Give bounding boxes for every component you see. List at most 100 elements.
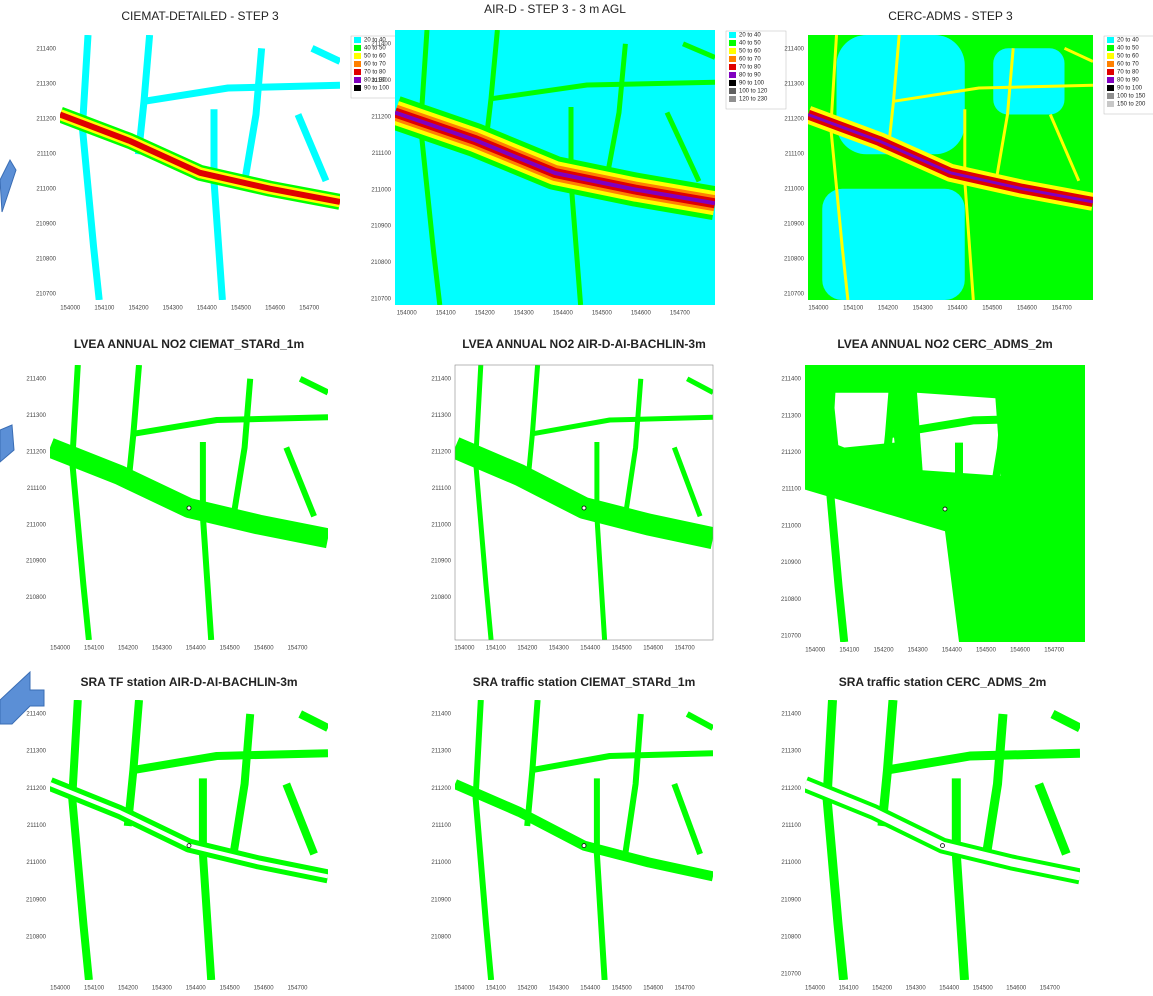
panel-title: LVEA ANNUAL NO2 CERC_ADMS_2m	[837, 337, 1052, 351]
y-tick-label: 210800	[431, 934, 452, 940]
x-tick-label: 154700	[670, 311, 691, 317]
legend-label: 80 to 90	[739, 73, 761, 79]
y-tick-label: 210800	[36, 257, 57, 263]
x-tick-label: 154700	[1040, 986, 1061, 992]
y-tick-label: 210900	[26, 559, 47, 565]
legend-label: 50 to 60	[364, 54, 386, 60]
y-tick-label: 210800	[784, 257, 805, 263]
x-tick-label: 154600	[1010, 648, 1031, 654]
legend-swatch	[729, 96, 736, 102]
panel-title: AIR-D - STEP 3 - 3 m AGL	[484, 2, 626, 16]
y-tick-label: 210800	[781, 934, 802, 940]
legend-swatch	[729, 32, 736, 38]
x-tick-label: 154600	[254, 986, 275, 992]
y-tick-label: 210700	[371, 297, 392, 303]
x-tick-label: 154600	[643, 646, 664, 652]
legend-label: 70 to 80	[364, 70, 386, 76]
x-tick-label: 154700	[1044, 648, 1065, 654]
legend-swatch	[354, 69, 361, 75]
x-tick-label: 154000	[805, 648, 826, 654]
y-tick-label: 211100	[782, 487, 802, 493]
x-tick-label: 154700	[675, 986, 696, 992]
legend-swatch	[1107, 45, 1114, 51]
map-area	[455, 700, 713, 980]
x-tick-label: 154200	[517, 986, 538, 992]
x-tick-label: 154400	[186, 986, 207, 992]
y-tick-label: 210900	[431, 559, 452, 565]
legend-label: 80 to 90	[1117, 78, 1139, 84]
legend-swatch	[1107, 101, 1114, 107]
figure: CIEMAT-DETAILED - STEP 31540001541001542…	[0, 0, 1153, 996]
y-tick-label: 211200	[781, 786, 801, 792]
y-tick-label: 211100	[785, 152, 805, 158]
legend-label: 100 to 120	[739, 89, 768, 95]
y-tick-label: 211000	[26, 522, 46, 528]
x-tick-label: 154000	[808, 306, 829, 312]
y-tick-label: 210700	[784, 292, 805, 298]
y-tick-label: 210900	[26, 897, 47, 903]
zone	[993, 48, 1064, 114]
y-tick-label: 211200	[36, 117, 56, 123]
y-tick-label: 211000	[36, 187, 56, 193]
x-tick-label: 154300	[908, 648, 929, 654]
y-tick-label: 211400	[781, 712, 801, 718]
legend-swatch	[1107, 93, 1114, 99]
legend-swatch	[1107, 85, 1114, 91]
y-tick-label: 210900	[784, 222, 805, 228]
x-tick-label: 154000	[805, 986, 826, 992]
y-tick-label: 211300	[26, 749, 46, 755]
x-tick-label: 154200	[118, 646, 139, 652]
x-tick-label: 154000	[454, 986, 475, 992]
map-area	[455, 365, 713, 640]
legend-label: 20 to 40	[1117, 38, 1139, 44]
legend-label: 40 to 50	[739, 41, 761, 47]
y-tick-label: 210900	[371, 224, 392, 230]
panel-title: SRA traffic station CERC_ADMS_2m	[839, 675, 1047, 689]
map-area	[50, 365, 328, 640]
x-tick-label: 154600	[631, 311, 652, 317]
legend-label: 60 to 70	[364, 62, 386, 68]
panel-title: LVEA ANNUAL NO2 CIEMAT_STARd_1m	[74, 337, 304, 351]
x-tick-label: 154300	[549, 646, 570, 652]
x-tick-label: 154700	[299, 306, 320, 312]
legend-label: 70 to 80	[739, 65, 761, 71]
x-tick-label: 154700	[287, 986, 308, 992]
y-tick-label: 211000	[431, 860, 451, 866]
station	[582, 506, 586, 510]
x-tick-label: 154700	[1052, 306, 1073, 312]
y-tick-label: 210800	[431, 595, 452, 601]
panel-title: SRA traffic station CIEMAT_STARd_1m	[473, 675, 695, 689]
legend-label: 60 to 70	[1117, 62, 1139, 68]
x-tick-label: 154400	[939, 986, 960, 992]
x-tick-label: 154000	[454, 646, 475, 652]
y-tick-label: 211300	[36, 82, 56, 88]
y-tick-label: 211300	[781, 749, 801, 755]
x-tick-label: 154500	[220, 986, 241, 992]
station	[582, 844, 586, 848]
y-tick-label: 211100	[372, 151, 392, 157]
x-tick-label: 154200	[475, 311, 496, 317]
y-tick-label: 211400	[431, 712, 451, 718]
y-tick-label: 210900	[431, 897, 452, 903]
x-tick-label: 154500	[612, 986, 633, 992]
x-tick-label: 154100	[84, 986, 105, 992]
legend-label: 70 to 80	[1117, 70, 1139, 76]
map-panel: SRA TF station AIR-D-AI-BACHLIN-3m154000…	[26, 675, 328, 991]
y-tick-label: 211100	[37, 152, 57, 158]
station	[941, 844, 945, 848]
station	[187, 506, 191, 510]
station	[187, 844, 191, 848]
map-panel: SRA traffic station CERC_ADMS_2m 154000 15…	[781, 675, 1080, 991]
x-tick-label: 154100	[839, 648, 860, 654]
legend-swatch	[729, 48, 736, 54]
legend-label: 90 to 100	[364, 86, 390, 92]
y-tick-label: 211300	[431, 413, 451, 419]
x-tick-label: 154600	[1017, 306, 1038, 312]
x-tick-label: 154300	[906, 986, 927, 992]
map-panel: LVEA ANNUAL NO2 AIR-D-AI-BACHLIN-3m15400…	[431, 337, 713, 651]
y-tick-label: 211200	[784, 117, 804, 123]
legend-swatch	[354, 37, 361, 43]
y-tick-label: 211300	[371, 78, 391, 84]
x-tick-label: 154500	[592, 311, 613, 317]
x-tick-label: 154400	[186, 646, 207, 652]
